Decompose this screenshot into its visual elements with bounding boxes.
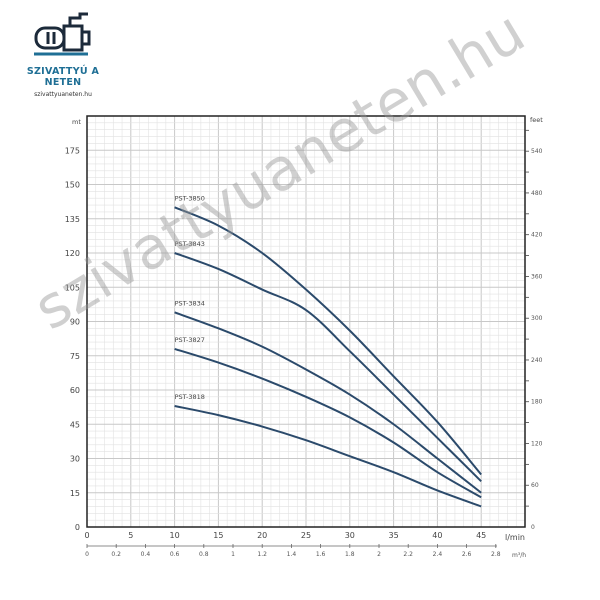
x-tick-label: 40 — [432, 531, 442, 540]
y2-tick-label: 540 — [531, 148, 543, 155]
y2-tick-label: 480 — [531, 190, 543, 197]
y-tick-label: 175 — [65, 146, 80, 155]
x-tick-label: 45 — [476, 531, 486, 540]
y-tick-label: 120 — [65, 249, 80, 258]
x-tick-label: 35 — [389, 531, 399, 540]
y-tick-label: 135 — [65, 215, 80, 224]
curve-pst-3827 — [174, 347, 482, 499]
y2-tick-label: 180 — [531, 399, 543, 406]
curve-pst-3843 — [174, 252, 482, 483]
y2-tick-label: 0 — [531, 524, 535, 531]
x2-tick-label: 1 — [231, 551, 235, 558]
y2-tick-label: 60 — [531, 482, 539, 489]
x2-tick-label: 1.6 — [316, 551, 326, 558]
series-label: PST-3834 — [175, 299, 205, 307]
y2-tick-label: 300 — [531, 315, 543, 322]
y-tick-label: 75 — [70, 352, 80, 361]
x-axis-label: l/min — [505, 533, 525, 542]
y-tick-label: 90 — [70, 318, 80, 327]
brand-site: szivattyuaneten.hu — [34, 91, 92, 98]
x2-tick-label: 0.6 — [170, 551, 180, 558]
y2-tick-label: 240 — [531, 357, 543, 364]
y2-tick-label: 360 — [531, 273, 543, 280]
curve-pst-3818 — [174, 405, 482, 508]
x2-tick-label: 2.4 — [433, 551, 443, 558]
x-tick-label: 20 — [257, 531, 267, 540]
pump-icon — [34, 12, 91, 56]
y-tick-label: 105 — [65, 283, 80, 292]
x-tick-label: 30 — [345, 531, 355, 540]
y-tick-label: 45 — [70, 420, 80, 429]
axes: 0 5 10 15 20 25 30 35 40 450 0.2 0.4 0.6 0.8 1 1.2 1.4 1.… — [65, 115, 543, 558]
x2-tick-label: 2.6 — [462, 551, 472, 558]
x-tick-label: 0 — [84, 531, 89, 540]
x2-tick-label: 1.4 — [287, 551, 297, 558]
curves: PST-3850 PST-3843 PST-3834 PST-3827 PST-3818 — [174, 194, 482, 508]
x-tick-label: 5 — [128, 531, 133, 540]
curve-pst-3834 — [174, 311, 482, 494]
x2-tick-label: 0.8 — [199, 551, 209, 558]
y2-tick-label: 420 — [531, 232, 543, 239]
x2-tick-label: 2 — [377, 551, 381, 558]
x2-tick-label: 2.2 — [403, 551, 413, 558]
x2-tick-label: 2.8 — [491, 551, 501, 558]
series-label: PST-3818 — [175, 393, 205, 401]
x2-tick-label: 0 — [85, 551, 89, 558]
y-tick-label: 30 — [70, 455, 80, 464]
series-label: PST-3843 — [175, 240, 205, 248]
y-axis-label: mt — [72, 118, 81, 126]
x2-tick-label: 0.4 — [141, 551, 151, 558]
series-label: PST-3827 — [175, 336, 205, 344]
x2-tick-label: 1.2 — [257, 551, 267, 558]
curve-pst-3850 — [174, 206, 482, 476]
x-tick-label: 15 — [213, 531, 223, 540]
x2-axis-label: m³/h — [512, 552, 526, 559]
y-tick-label: 0 — [75, 523, 80, 532]
y-tick-label: 150 — [65, 181, 80, 190]
logo: SZIVATTYÚ A NETEN szivattyuaneten.hu — [8, 10, 118, 98]
y2-axis-label: feet — [530, 116, 543, 124]
x-tick-label: 10 — [170, 531, 180, 540]
brand-name: SZIVATTYÚ A NETEN — [26, 66, 100, 88]
y2-tick-label: 120 — [531, 440, 543, 447]
series-label: PST-3850 — [175, 194, 205, 202]
y-tick-label: 60 — [70, 386, 80, 395]
x-tick-label: 25 — [301, 531, 311, 540]
plot-frame — [86, 115, 526, 528]
y-tick-label: 15 — [70, 489, 80, 498]
x2-tick-label: 1.8 — [345, 551, 355, 558]
x2-tick-label: 0.2 — [111, 551, 121, 558]
